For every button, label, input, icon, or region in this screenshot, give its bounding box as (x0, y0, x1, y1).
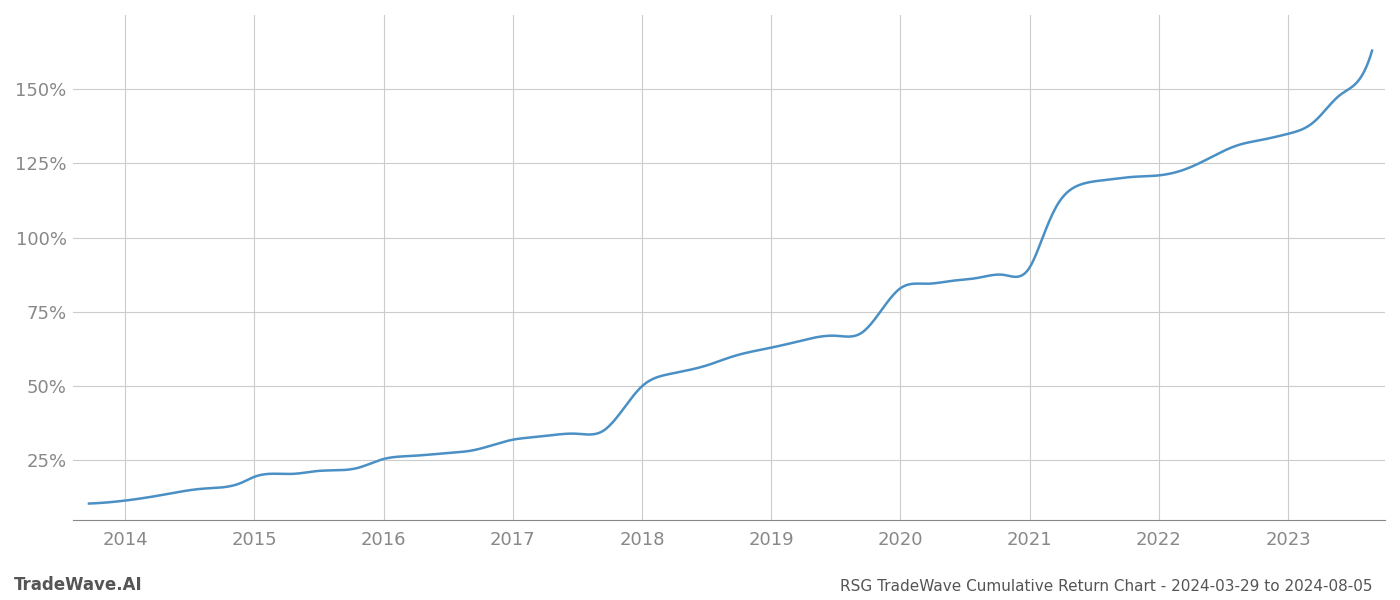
Text: TradeWave.AI: TradeWave.AI (14, 576, 143, 594)
Text: RSG TradeWave Cumulative Return Chart - 2024-03-29 to 2024-08-05: RSG TradeWave Cumulative Return Chart - … (840, 579, 1372, 594)
